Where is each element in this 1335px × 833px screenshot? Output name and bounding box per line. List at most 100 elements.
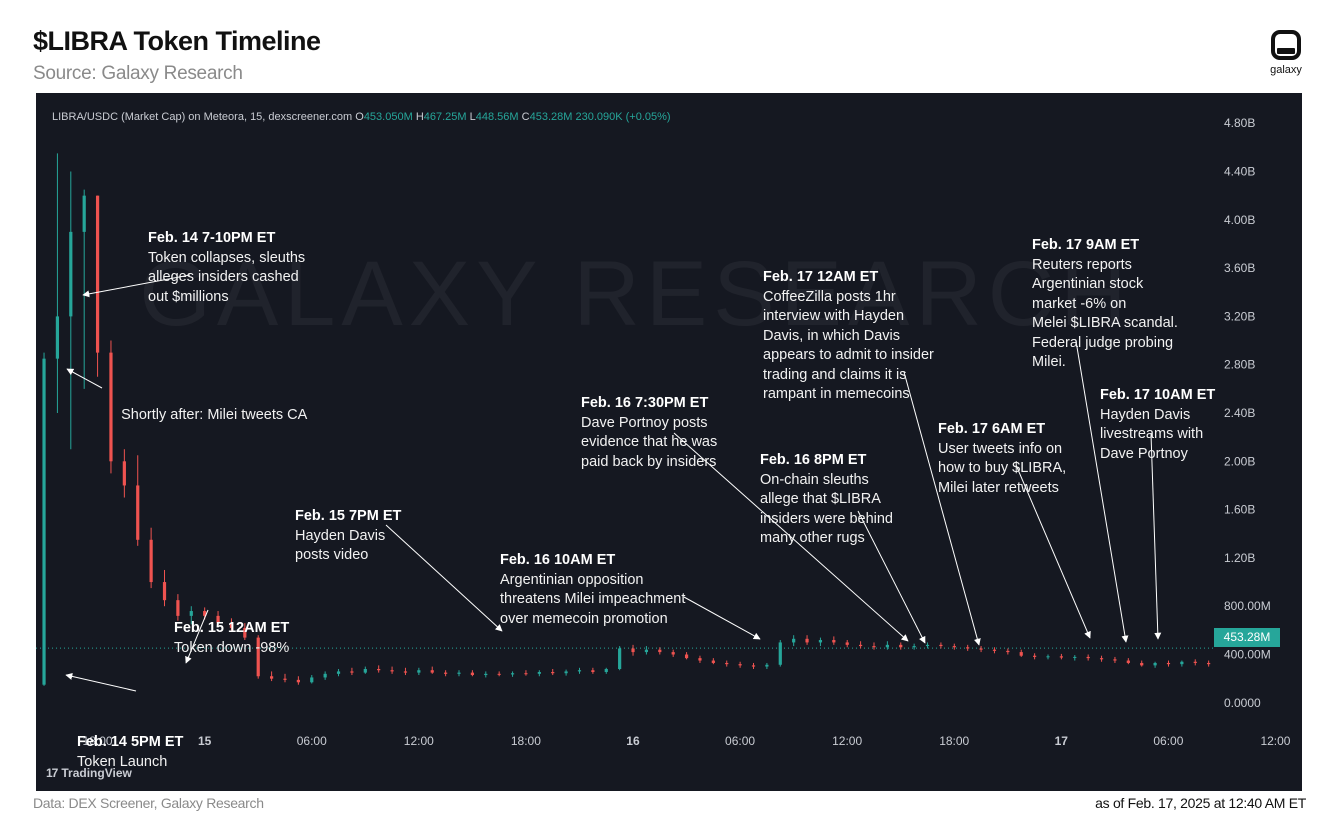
annotation-title: Feb. 17 10AM ET bbox=[1100, 387, 1216, 403]
annotation-token-launch: Feb. 14 5PM ET Token Launch bbox=[77, 694, 183, 791]
candle-body bbox=[644, 649, 649, 653]
annotation-feb17-user-tweets: Feb. 17 6AM ET User tweets info on how to… bbox=[938, 381, 1066, 518]
annotation-text: Token down -98% bbox=[174, 639, 290, 656]
annotation-title: Feb. 17 12AM ET bbox=[763, 269, 879, 285]
candle-body bbox=[377, 669, 381, 671]
pair-label: LIBRA/USDC (Market Cap) on Meteora, 15, … bbox=[52, 111, 353, 123]
y-tick-label: 2.00B bbox=[1224, 454, 1255, 468]
x-tick-label: 06:00 bbox=[725, 734, 755, 748]
candle-body bbox=[979, 648, 983, 650]
annotation-arrow bbox=[857, 510, 926, 644]
candle-body bbox=[992, 649, 997, 651]
low-value: 448.56M bbox=[475, 111, 519, 123]
annotation-feb17-coffeezilla: Feb. 17 12AM ET CoffeeZilla posts 1hr int… bbox=[763, 229, 934, 424]
y-tick-label: 0.0000 bbox=[1224, 696, 1261, 710]
candle-body bbox=[82, 195, 86, 232]
candlestick-chart: GALAXY RESEARCH 0.0000 400.00M 800.00M 1.20B… bbox=[36, 116, 1291, 748]
x-tick-label: 18:00 bbox=[511, 734, 541, 748]
candle-body bbox=[537, 672, 541, 674]
x-tick-label: 12:00 bbox=[404, 734, 434, 748]
candle-body bbox=[912, 646, 916, 648]
candle-body bbox=[551, 672, 555, 674]
data-source-note: Data: DEX Screener, Galaxy Research bbox=[33, 795, 264, 811]
candle-body bbox=[711, 660, 715, 663]
candle-body bbox=[1099, 658, 1104, 660]
candle-body bbox=[1113, 659, 1117, 661]
candle-body bbox=[1126, 660, 1130, 663]
annotation-feb16-portnoy: Feb. 16 7:30PM ET Dave Portnoy posts evid… bbox=[581, 355, 717, 492]
candle-body bbox=[296, 679, 300, 683]
ohlc-legend: LIBRA/USDC (Market Cap) on Meteora, 15, … bbox=[52, 111, 671, 123]
annotation-arrow bbox=[903, 371, 981, 646]
annotation-arrow bbox=[185, 609, 209, 664]
candle-body bbox=[109, 352, 113, 462]
annotation-arrow bbox=[82, 274, 191, 298]
candle-body bbox=[939, 644, 943, 647]
annotation-title: Feb. 17 9AM ET bbox=[1032, 237, 1140, 253]
annotation-title: Feb. 16 8PM ET bbox=[760, 452, 867, 468]
candle-body bbox=[925, 644, 930, 647]
candle-body bbox=[524, 673, 528, 675]
annotation-title: Feb. 15 12AM ET bbox=[174, 620, 290, 636]
annotation-arrow bbox=[385, 524, 503, 632]
annotation-text: Argentinian opposition threatens Milei i… bbox=[500, 571, 686, 627]
candle-body bbox=[417, 670, 421, 673]
tradingview-label: TradingView bbox=[61, 766, 132, 780]
annotation-title: Feb. 14 7-10PM ET bbox=[148, 230, 276, 246]
y-tick-label: 3.60B bbox=[1224, 261, 1255, 275]
candle-body bbox=[885, 644, 889, 648]
galaxy-logo-icon bbox=[1271, 30, 1301, 60]
candle-body bbox=[149, 539, 153, 583]
candle-body bbox=[564, 671, 568, 674]
candle-body bbox=[604, 669, 608, 673]
candle-body bbox=[136, 485, 140, 540]
candle-body bbox=[363, 669, 367, 673]
candle-body bbox=[725, 662, 729, 665]
candle-body bbox=[1073, 656, 1077, 658]
annotation-title: Feb. 14 5PM ET bbox=[77, 734, 184, 750]
y-tick-label: 400.00M bbox=[1224, 648, 1271, 662]
y-tick-label: 1.60B bbox=[1224, 503, 1255, 517]
candle-body bbox=[1180, 661, 1184, 665]
candle-body bbox=[270, 676, 274, 679]
x-tick-label: 16 bbox=[626, 734, 640, 748]
candle-body bbox=[684, 654, 689, 659]
annotation-title: Feb. 16 7:30PM ET bbox=[581, 395, 709, 411]
candle-body bbox=[1006, 650, 1010, 653]
y-tick-label: 800.00M bbox=[1224, 599, 1271, 613]
annotation-title: Feb. 15 7PM ET bbox=[295, 508, 402, 524]
candle-body bbox=[484, 673, 488, 676]
candle-body bbox=[1019, 652, 1023, 656]
x-tick-label: 06:00 bbox=[297, 734, 327, 748]
candle-body bbox=[591, 670, 595, 673]
candle-body bbox=[1033, 655, 1037, 657]
candle-body bbox=[162, 582, 167, 601]
candle-body bbox=[203, 611, 207, 616]
candle-body bbox=[832, 640, 836, 643]
last-price-tag: 453.28M bbox=[1214, 628, 1280, 647]
candle-body bbox=[323, 673, 327, 678]
candle-body bbox=[256, 637, 260, 677]
annotation-text: Shortly after: Milei tweets CA bbox=[121, 406, 308, 423]
candle-body bbox=[283, 678, 287, 680]
annotation-text: User tweets info on how to buy $LIBRA, M… bbox=[938, 440, 1067, 496]
candle-body bbox=[818, 640, 823, 643]
annotation-arrow bbox=[1075, 340, 1129, 643]
y-tick-label: 4.80B bbox=[1224, 116, 1255, 130]
candle-body bbox=[430, 670, 434, 673]
chart-title: $LIBRA Token Timeline bbox=[33, 26, 321, 56]
candle-body bbox=[738, 664, 742, 666]
annotation-feb14-collapse: Feb. 14 7-10PM ET Token collapses, sleuth… bbox=[148, 190, 305, 327]
galaxy-logo: galaxy bbox=[1266, 30, 1306, 76]
candle-body bbox=[497, 673, 501, 675]
candle-body bbox=[765, 664, 769, 667]
candle-body bbox=[577, 670, 582, 672]
candle-body bbox=[55, 316, 60, 359]
x-tick-label: 17 bbox=[1055, 734, 1069, 748]
close-label: C bbox=[521, 111, 530, 123]
annotation-feb16-sleuths: Feb. 16 8PM ET On-chain sleuths allege th… bbox=[760, 412, 893, 568]
candle-body bbox=[403, 671, 408, 673]
annotation-arrow bbox=[65, 672, 137, 692]
annotation-arrow bbox=[1150, 433, 1162, 640]
low-label: L bbox=[469, 111, 476, 123]
